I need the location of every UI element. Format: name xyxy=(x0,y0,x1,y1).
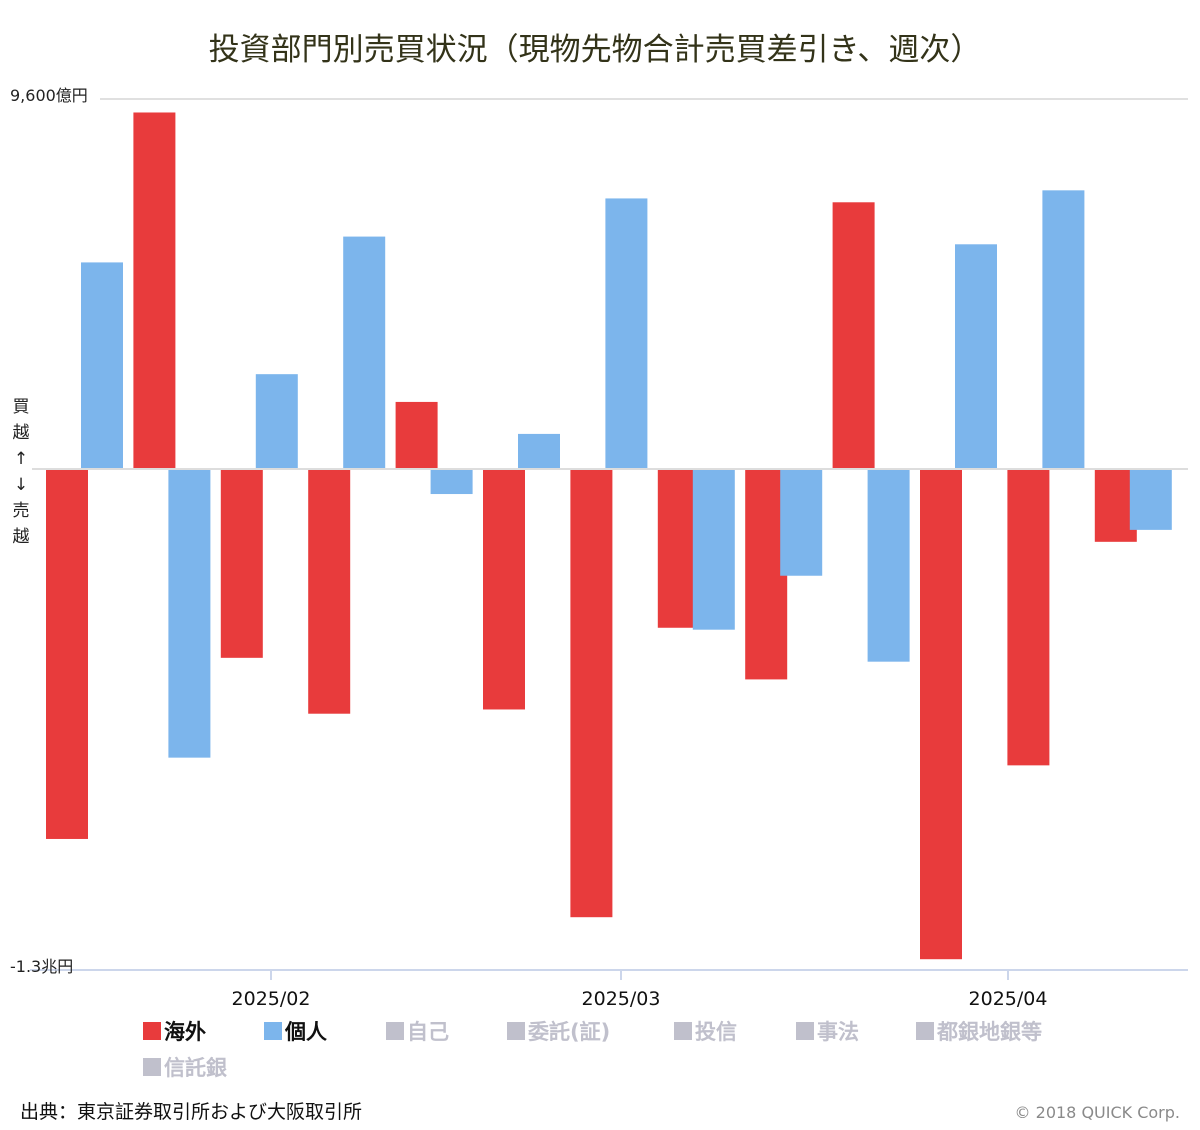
legend-label: 自己 xyxy=(407,1020,449,1044)
source-note: 出典：東京証券取引所および大阪取引所 xyxy=(20,1101,363,1123)
bar-kaigai xyxy=(395,401,438,469)
bar-kaigai xyxy=(220,468,263,658)
bar-kojin xyxy=(605,198,648,469)
legend-swatch xyxy=(386,1022,404,1040)
legend-label: 海外 xyxy=(164,1020,206,1044)
y-tick-bottom: -1.3兆円 xyxy=(10,957,74,976)
bar-kojin xyxy=(343,236,386,469)
legend-swatch xyxy=(674,1022,692,1040)
y-label-buy: 買 越 ↑ xyxy=(10,394,32,472)
chart-title: 投資部門別売買状況（現物先物合計売買差引き、週次） xyxy=(208,32,982,68)
legend-item-toshin[interactable]: 投信 xyxy=(674,1016,737,1046)
bar-kojin xyxy=(81,262,123,469)
down-arrow-icon: ↓ xyxy=(13,475,29,495)
legend-swatch xyxy=(143,1058,161,1076)
legend-item-kaigai[interactable]: 海外 xyxy=(143,1016,206,1046)
legend-item-shintakugin[interactable]: 信託銀 xyxy=(143,1052,227,1082)
bar-kaigai xyxy=(46,468,88,839)
bar-kojin xyxy=(1042,190,1085,469)
legend-item-jihou[interactable]: 事法 xyxy=(796,1016,859,1046)
bar-kojin xyxy=(955,244,997,469)
legend-label: 都銀地銀等 xyxy=(937,1020,1042,1044)
bar-kojin xyxy=(518,433,560,469)
legend-item-jiko[interactable]: 自己 xyxy=(386,1016,449,1046)
bar-kaigai xyxy=(832,202,875,469)
y-label-buy-char: 買 xyxy=(12,397,30,417)
legend-label: 信託銀 xyxy=(164,1056,227,1080)
x-tick-label: 2025/04 xyxy=(968,988,1048,1010)
bar-kojin xyxy=(867,468,910,662)
legend-label: 委託(証) xyxy=(528,1020,611,1044)
legend-item-kojin[interactable]: 個人 xyxy=(264,1016,327,1046)
legend-item-itaku[interactable]: 委託(証) xyxy=(507,1016,610,1046)
bar-kojin xyxy=(430,468,473,495)
legend-swatch xyxy=(916,1022,934,1040)
y-label-buy-char: 越 xyxy=(12,423,30,443)
y-label-sell: ↓ 売 越 xyxy=(10,472,32,550)
legend-swatch xyxy=(264,1022,282,1040)
legend-label: 事法 xyxy=(817,1020,859,1044)
x-tick-label: 2025/02 xyxy=(231,988,311,1010)
copyright: © 2018 QUICK Corp. xyxy=(1014,1103,1180,1122)
bar-kaigai xyxy=(570,468,613,918)
legend-label: 投信 xyxy=(695,1020,737,1044)
legend-swatch xyxy=(143,1022,161,1040)
y-label-sell-char: 越 xyxy=(12,527,30,547)
bar-kojin xyxy=(692,468,735,630)
legend-item-toginchigin[interactable]: 都銀地銀等 xyxy=(916,1016,1042,1046)
bar-kaigai xyxy=(133,112,176,469)
bar-kojin xyxy=(168,468,211,758)
legend-swatch xyxy=(796,1022,814,1040)
bar-kojin xyxy=(780,468,823,576)
bar-kaigai xyxy=(920,468,962,960)
y-label-sell-char: 売 xyxy=(12,501,30,521)
x-tick-label: 2025/03 xyxy=(581,988,661,1010)
y-tick-top: 9,600億円 xyxy=(10,86,88,105)
legend-label: 個人 xyxy=(285,1020,327,1044)
bar-kaigai xyxy=(1007,468,1050,766)
bar-kaigai xyxy=(308,468,351,714)
up-arrow-icon: ↑ xyxy=(13,449,29,469)
bar-kojin xyxy=(1129,468,1172,530)
legend-swatch xyxy=(507,1022,525,1040)
bar-kojin xyxy=(255,374,298,469)
bar-kaigai xyxy=(483,468,525,710)
